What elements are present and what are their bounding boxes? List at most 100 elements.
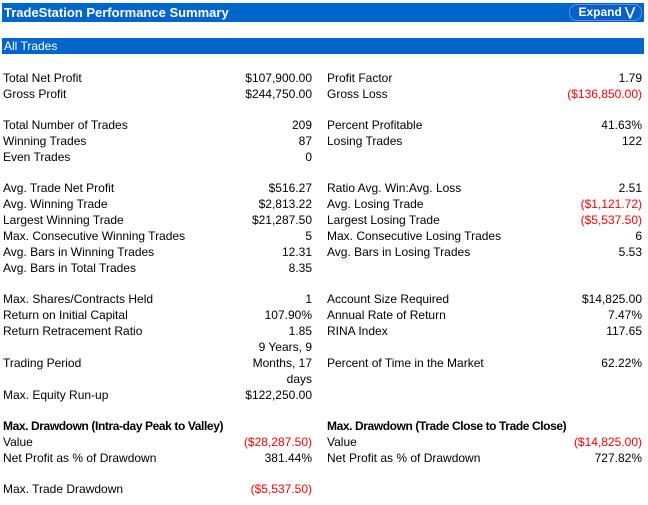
metric-value: ($28,287.50): [243, 435, 312, 449]
metric-value: ($5,537.50): [250, 482, 312, 496]
metric-label: Ratio Avg. Win:Avg. Loss: [327, 181, 462, 195]
metric-value: $516.27: [268, 181, 312, 195]
table-row: Value ($28,287.50) Value ($14,825.00): [0, 434, 648, 450]
metric-label: Annual Rate of Return: [327, 308, 446, 322]
metric-label: Avg. Losing Trade: [327, 197, 424, 211]
metric-value: 87: [298, 134, 312, 148]
section-header-all-trades: All Trades: [2, 38, 644, 54]
metric-label: Losing Trades: [327, 134, 403, 148]
metric-label: Total Net Profit: [3, 71, 82, 85]
metric-label: Max. Equity Run-up: [3, 388, 109, 402]
table-row: Max. Consecutive Winning Trades 5 Max. Con…: [0, 228, 648, 244]
metric-label: Max. Trade Drawdown: [3, 482, 124, 496]
window-title-bar: TradeStation Performance Summary Expand …: [2, 3, 644, 22]
table-row: Net Profit as % of Drawdown 381.44% Net Pr…: [0, 450, 648, 466]
table-row: Total Number of Trades 209 Percent Profita…: [0, 117, 648, 133]
metric-value: 1.79: [618, 71, 642, 85]
metric-label: Percent of Time in the Market: [327, 356, 484, 370]
metric-label: Winning Trades: [3, 134, 87, 148]
group-spacer: [0, 165, 648, 180]
table-row: Even Trades 0: [0, 149, 648, 165]
metric-label: Avg. Bars in Total Trades: [3, 261, 136, 275]
metric-label: Total Number of Trades: [3, 118, 128, 132]
metric-value: days: [286, 372, 312, 386]
metric-label: Return Retracement Ratio: [3, 324, 143, 338]
metric-value: 2.51: [618, 181, 642, 195]
table-row: Total Net Profit $107,900.00 Profit Factor…: [0, 70, 648, 86]
metric-value: 6: [635, 229, 642, 243]
metric-value: $2,813.22: [258, 197, 312, 211]
table-row: Avg. Trade Net Profit $516.27 Ratio Avg. W…: [0, 180, 648, 196]
table-row: Gross Profit $244,750.00 Gross Loss ($136,8…: [0, 86, 648, 102]
metric-label: Gross Profit: [3, 87, 67, 101]
table-row: 9 Years, 9: [0, 339, 648, 355]
section-title: All Trades: [4, 39, 58, 53]
metric-value: 1.85: [288, 324, 312, 338]
metric-label: Value: [327, 435, 357, 449]
metric-value: Months, 17: [252, 356, 312, 370]
metric-value: 122: [621, 134, 642, 148]
metric-value: ($14,825.00): [573, 435, 642, 449]
section-subheader: Max. Drawdown (Trade Close to Trade Clos…: [327, 419, 567, 433]
metric-value: 12.31: [281, 245, 312, 259]
window-title: TradeStation Performance Summary: [4, 5, 229, 20]
metric-label: Trading Period: [3, 356, 82, 370]
group-spacer: [0, 466, 648, 481]
metric-value: 7.47%: [607, 308, 642, 322]
expand-button[interactable]: Expand ⋁: [569, 4, 642, 21]
metric-label: Net Profit as % of Drawdown: [327, 451, 481, 465]
table-row: Avg. Bars in Total Trades 8.35: [0, 260, 648, 276]
metric-value: $14,825.00: [581, 292, 642, 306]
table-row: Winning Trades 87 Losing Trades 122: [0, 133, 648, 149]
double-chevron-down-icon: ⋁: [625, 5, 635, 19]
metric-value: ($136,850.00): [567, 87, 642, 101]
metric-label: Percent Profitable: [327, 118, 423, 132]
metric-label: RINA Index: [327, 324, 388, 338]
table-row: days: [0, 371, 648, 387]
metric-value: 9 Years, 9: [258, 340, 312, 354]
metric-label: Value: [3, 435, 33, 449]
table-row: Return Retracement Ratio 1.85 RINA Index 11…: [0, 323, 648, 339]
metric-value: 62.22%: [601, 356, 642, 370]
group-spacer: [0, 276, 648, 291]
metric-label: Avg. Trade Net Profit: [3, 181, 115, 195]
metric-value: $21,287.50: [251, 213, 312, 227]
expand-label: Expand: [578, 5, 622, 19]
metric-value: 0: [305, 150, 312, 164]
metric-label: Max. Shares/Contracts Held: [3, 292, 154, 306]
metric-label: Even Trades: [3, 150, 71, 164]
performance-table: Total Net Profit $107,900.00 Profit Factor…: [0, 70, 648, 497]
metric-value: $122,250.00: [245, 388, 312, 402]
metric-value: 1: [305, 292, 312, 306]
group-spacer: [0, 102, 648, 117]
metric-value: ($1,121.72): [580, 197, 642, 211]
metric-label: Max. Consecutive Winning Trades: [3, 229, 186, 243]
table-row: Max. Equity Run-up $122,250.00: [0, 387, 648, 403]
metric-value: ($5,537.50): [580, 213, 642, 227]
metric-value: 5: [305, 229, 312, 243]
metric-label: Profit Factor: [327, 71, 393, 85]
metric-value: 41.63%: [601, 118, 642, 132]
metric-value: $244,750.00: [245, 87, 312, 101]
table-row: Avg. Winning Trade $2,813.22 Avg. Losing T…: [0, 196, 648, 212]
metric-label: Largest Winning Trade: [3, 213, 124, 227]
metric-label: Avg. Bars in Losing Trades: [327, 245, 471, 259]
table-row: Return on Initial Capital 107.90% Annual R…: [0, 307, 648, 323]
table-row: Max. Drawdown (Intra-day Peak to Valley)…: [0, 418, 648, 434]
table-row: Max. Trade Drawdown ($5,537.50): [0, 481, 648, 497]
metric-value: 727.82%: [594, 451, 642, 465]
metric-label: Return on Initial Capital: [3, 308, 128, 322]
metric-value: 5.53: [618, 245, 642, 259]
metric-value: 381.44%: [264, 451, 312, 465]
table-row: Trading Period Months, 17 Percent of Time …: [0, 355, 648, 371]
metric-label: Avg. Bars in Winning Trades: [3, 245, 155, 259]
section-subheader: Max. Drawdown (Intra-day Peak to Valley): [3, 419, 224, 433]
metric-label: Largest Losing Trade: [327, 213, 440, 227]
metric-label: Gross Loss: [327, 87, 388, 101]
group-spacer: [0, 403, 648, 418]
table-row: Max. Shares/Contracts Held 1 Account Size …: [0, 291, 648, 307]
metric-value: 8.35: [288, 261, 312, 275]
metric-label: Account Size Required: [327, 292, 450, 306]
metric-label: Net Profit as % of Drawdown: [3, 451, 157, 465]
table-row: Largest Winning Trade $21,287.50 Largest L…: [0, 212, 648, 228]
